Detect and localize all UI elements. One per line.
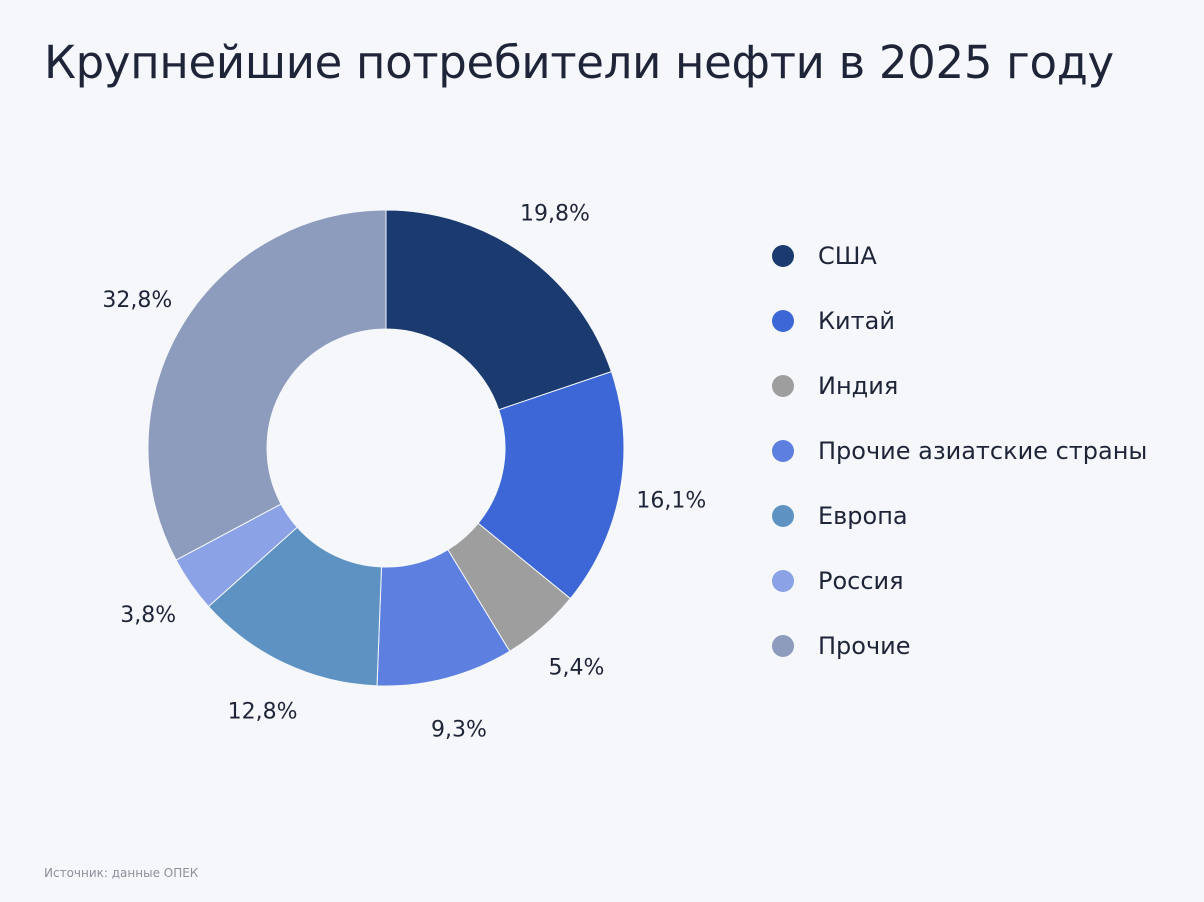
legend-swatch bbox=[772, 245, 794, 267]
legend-item: Китай bbox=[772, 301, 1147, 341]
slice-label-1: 16,1% bbox=[636, 489, 706, 514]
legend-item: Европа bbox=[772, 496, 1147, 536]
legend-swatch bbox=[772, 375, 794, 397]
slice-1 bbox=[477, 370, 625, 600]
slice-label-5: 3,8% bbox=[120, 603, 176, 628]
legend-item: Россия bbox=[772, 561, 1147, 601]
legend-swatch bbox=[772, 505, 794, 527]
legend-label: Россия bbox=[818, 567, 904, 595]
legend-swatch bbox=[772, 440, 794, 462]
legend-label: США bbox=[818, 242, 877, 270]
slice-label-4: 12,8% bbox=[228, 699, 298, 724]
source-note: Источник: данные ОПЕК bbox=[44, 866, 199, 880]
chart-title: Крупнейшие потребители нефти в 2025 году bbox=[44, 36, 1114, 89]
slice-label-3: 9,3% bbox=[431, 718, 487, 743]
legend-label: Прочие азиатские страны bbox=[818, 437, 1148, 465]
slice-6 bbox=[147, 209, 387, 561]
legend-label: Прочие bbox=[818, 632, 911, 660]
legend-item: США bbox=[772, 236, 1147, 276]
legend-swatch bbox=[772, 570, 794, 592]
slice-label-0: 19,8% bbox=[520, 201, 590, 226]
slice-label-6: 32,8% bbox=[102, 288, 172, 313]
legend-label: Европа bbox=[818, 502, 908, 530]
legend-label: Индия bbox=[818, 372, 899, 400]
chart-legend: США Китай Индия Прочие азиатские страны Евро… bbox=[772, 236, 1147, 691]
slice-0 bbox=[385, 209, 613, 411]
legend-label: Китай bbox=[818, 307, 895, 335]
legend-swatch bbox=[772, 635, 794, 657]
legend-item: Индия bbox=[772, 366, 1147, 406]
slice-label-2: 5,4% bbox=[548, 656, 604, 681]
legend-swatch bbox=[772, 310, 794, 332]
legend-item: Прочие bbox=[772, 626, 1147, 666]
legend-item: Прочие азиатские страны bbox=[772, 431, 1147, 471]
